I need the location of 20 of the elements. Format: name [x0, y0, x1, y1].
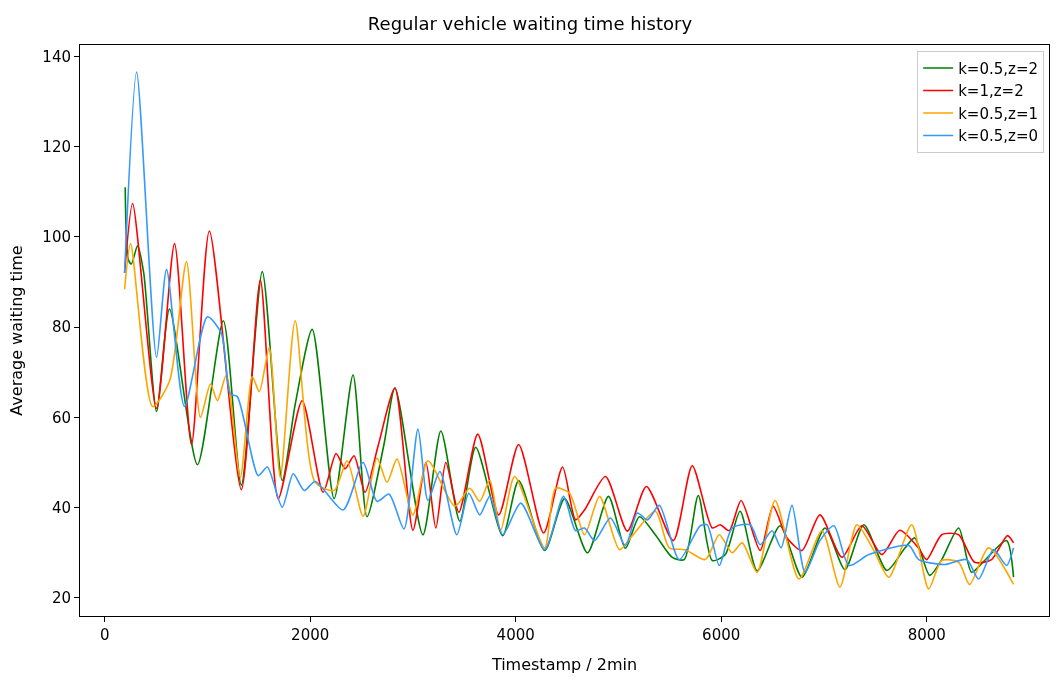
x-tick-label: 6000	[702, 626, 741, 644]
y-tick-label: 60	[51, 408, 71, 427]
x-tick-label: 4000	[496, 626, 535, 644]
x-axis-title: Timestamp / 2min	[490, 654, 638, 674]
y-axis-title: Average waiting time	[7, 245, 27, 416]
y-tick-label: 120	[42, 137, 71, 156]
legend-label: k=0.5,z=0	[958, 127, 1039, 146]
legend-label: k=0.5,z=2	[958, 59, 1039, 78]
y-tick-label: 20	[51, 589, 71, 608]
line-series	[123, 242, 1015, 590]
chart-title: Regular vehicle waiting time history	[367, 12, 693, 34]
legend-label: k=0.5,z=1	[958, 104, 1039, 123]
legend-label: k=1,z=2	[958, 82, 1024, 101]
y-tick-label: 100	[42, 228, 71, 247]
y-tick-label: 80	[51, 318, 71, 337]
y-tick-label: 140	[42, 47, 71, 66]
x-tick-label: 2000	[291, 626, 330, 644]
y-tick-label: 40	[51, 498, 71, 517]
x-tick-label: 8000	[907, 626, 946, 644]
x-tick-label: 0	[99, 626, 110, 644]
